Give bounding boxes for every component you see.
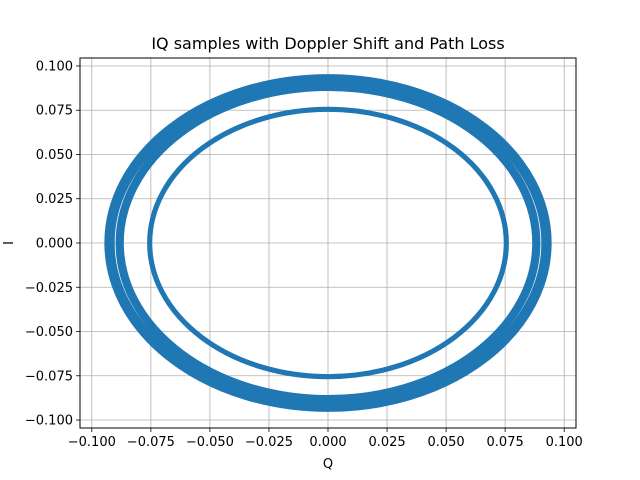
x-tick-label: 0.025 xyxy=(368,435,405,450)
y-tick-label: −0.075 xyxy=(25,369,73,384)
series-layer xyxy=(104,74,552,412)
y-tick-label: 0.075 xyxy=(36,104,73,119)
iq-ring-3 xyxy=(147,106,509,380)
x-tick-label: 0.100 xyxy=(546,435,583,450)
y-tick-label: −0.050 xyxy=(25,325,73,340)
y-tick-label: 0.025 xyxy=(36,192,73,207)
x-tick-label: −0.075 xyxy=(127,435,175,450)
y-tick-label: 0.000 xyxy=(36,237,73,252)
tick-layer: −0.100 −0.075 −0.050 −0.025 0.000 0.025 0.050 0… xyxy=(25,59,583,450)
grid-layer xyxy=(80,58,576,428)
y-tick-label: −0.025 xyxy=(25,281,73,296)
x-tick-label: 0.075 xyxy=(487,435,524,450)
x-tick-label: −0.025 xyxy=(245,435,293,450)
x-tick-label: 0.000 xyxy=(309,435,346,450)
iq-ring-1 xyxy=(104,74,552,412)
chart-title: IQ samples with Doppler Shift and Path L… xyxy=(151,34,504,53)
x-tick-label: 0.050 xyxy=(427,435,464,450)
y-tick-label: 0.050 xyxy=(36,148,73,163)
iq-ring-2 xyxy=(115,82,541,404)
y-tick-label: 0.100 xyxy=(36,59,73,74)
x-tick-label: −0.100 xyxy=(68,435,116,450)
x-axis-label: Q xyxy=(323,457,333,472)
y-tick-label: −0.100 xyxy=(25,414,73,429)
y-axis-label: I xyxy=(2,241,17,245)
x-tick-label: −0.050 xyxy=(186,435,234,450)
